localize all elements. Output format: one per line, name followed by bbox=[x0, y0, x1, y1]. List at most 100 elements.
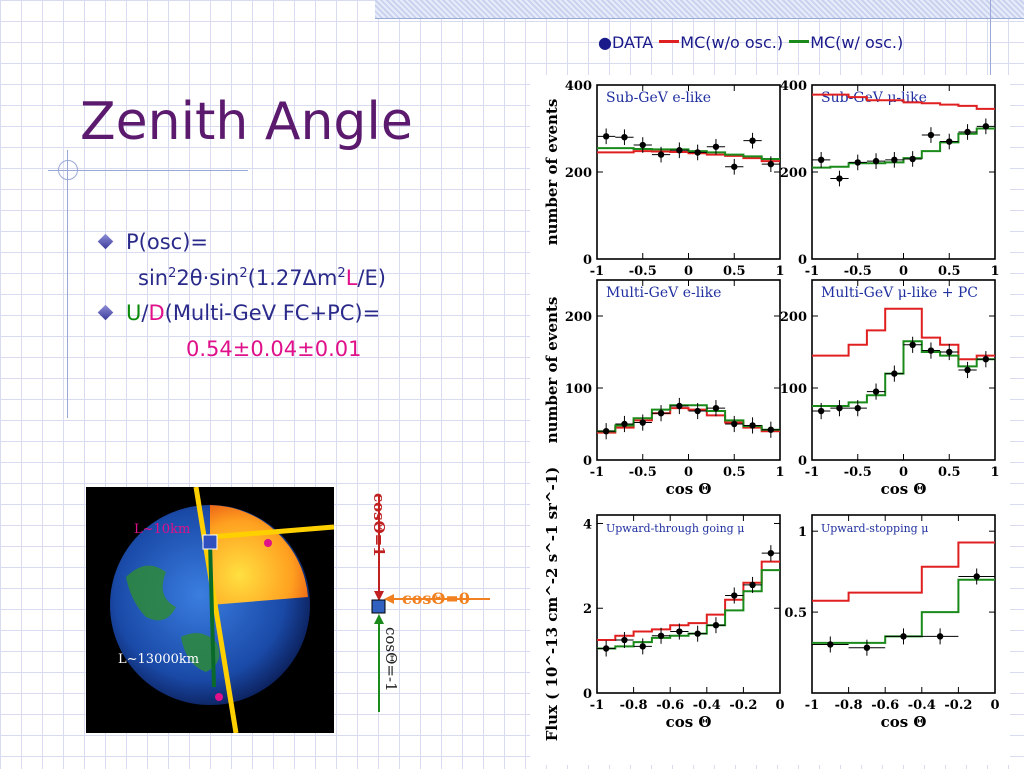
plot-frame bbox=[811, 84, 996, 260]
ratio-slash: / bbox=[141, 301, 149, 326]
x-tick-label: -0.5 bbox=[844, 264, 872, 279]
panel-title: Multi-GeV e-like bbox=[606, 285, 721, 301]
y-tick-label: 0 bbox=[798, 253, 807, 268]
panel-title: Sub-GeV e-like bbox=[606, 90, 711, 106]
data-point bbox=[964, 366, 971, 374]
x-axis-label: cos Θ bbox=[881, 480, 927, 498]
x-tick-label: 0.5 bbox=[938, 264, 961, 279]
formula-sup: 2 bbox=[168, 265, 177, 281]
data-marker-icon: ● bbox=[598, 33, 612, 52]
chart-panel: Sub-GeV e-like -1 -0.5 0 0.5 1 0 200 400 number o… bbox=[530, 75, 1010, 765]
x-tick-label: -1 bbox=[805, 698, 819, 713]
formula-line: sin22θ·sin2(1.27Δm2L/E) bbox=[98, 261, 386, 297]
data-point bbox=[694, 149, 701, 156]
bullet-item: P(osc)= bbox=[97, 225, 386, 261]
data-point bbox=[836, 175, 843, 182]
earth-figure: L~10km L~13000km bbox=[86, 487, 334, 733]
panel-title: Upward-stopping μ bbox=[821, 522, 928, 535]
x-axis-label: cos Θ bbox=[666, 480, 712, 498]
x-tick-label: 0.5 bbox=[938, 465, 961, 480]
mc-noosc-series bbox=[812, 307, 995, 361]
mc-noosc-series bbox=[812, 93, 995, 110]
data-point bbox=[817, 407, 825, 415]
detector-icon bbox=[202, 534, 218, 550]
x-tick-label: -0.5 bbox=[629, 264, 657, 279]
decor-line bbox=[48, 170, 248, 171]
x-tick-label: -0.6 bbox=[871, 698, 899, 713]
x-tick-label: 0 bbox=[899, 465, 908, 480]
plot-frame bbox=[596, 514, 781, 694]
cos-bottom-label: cosΘ=-1 bbox=[382, 627, 400, 692]
x-tick-label: -0.6 bbox=[656, 698, 684, 713]
x-tick-label: 1 bbox=[990, 264, 999, 279]
chart-2: Sub-GeV μ-like -1 -0.5 0 0.5 1 0 200 400 bbox=[780, 79, 1000, 279]
neutrino-path-vertical bbox=[193, 487, 239, 733]
data-point bbox=[621, 636, 628, 644]
ratio-D: D bbox=[148, 301, 165, 326]
y-axis-label: number of events bbox=[543, 99, 561, 246]
y-tick-label: 200 bbox=[780, 166, 807, 181]
x-tick-label: 1 bbox=[990, 465, 999, 480]
data-point bbox=[909, 155, 916, 163]
x-tick-label: -1 bbox=[590, 465, 604, 480]
cos-direction-svg: cosΘ=1 cosΘ=0 cosΘ=-1 bbox=[370, 493, 490, 712]
y-tick-label: 100 bbox=[780, 382, 807, 397]
plot-frame bbox=[811, 514, 996, 694]
data-point bbox=[602, 133, 610, 140]
y-tick-label: 100 bbox=[565, 382, 592, 397]
decor-circle bbox=[58, 160, 78, 180]
data-point bbox=[827, 641, 834, 648]
detector-icon bbox=[371, 599, 386, 614]
chart-5: Upward-through going μ -1 -0.8 -0.6 -0.4 -0.2… bbox=[543, 467, 785, 742]
cos-direction-diagram: cosΘ=1 cosΘ=0 cosΘ=-1 bbox=[350, 487, 500, 717]
bullet-item: U/D(Multi-GeV FC+PC)= bbox=[97, 296, 386, 332]
data-point bbox=[621, 134, 628, 141]
data-point bbox=[891, 370, 898, 377]
decor-line bbox=[67, 150, 68, 418]
cos-top-label: cosΘ=1 bbox=[370, 493, 388, 557]
mc-noosc-series bbox=[812, 541, 995, 602]
x-tick-label: -0.8 bbox=[835, 698, 863, 713]
data-point bbox=[863, 644, 871, 651]
chart-3: Multi-GeV e-like -1 -0.5 0 0.5 1 0 100 200 cos Θ n… bbox=[543, 279, 785, 498]
mc-osc-series bbox=[597, 569, 780, 650]
y-tick-label: 400 bbox=[780, 79, 807, 94]
x-tick-label: -0.5 bbox=[629, 465, 657, 480]
plot-frame bbox=[596, 84, 781, 260]
bullet-text: (Multi-GeV FC+PC)= bbox=[164, 301, 381, 326]
x-tick-label: 0 bbox=[899, 264, 908, 279]
exit-point-marker bbox=[215, 693, 223, 701]
legend-data-label: DATA bbox=[611, 33, 654, 52]
data-point bbox=[602, 645, 610, 652]
data-point bbox=[712, 143, 720, 150]
x-tick-label: -0.4 bbox=[693, 698, 721, 713]
y-tick-label: 200 bbox=[780, 310, 807, 325]
continent bbox=[181, 633, 220, 672]
formula-sup: 2 bbox=[239, 265, 248, 281]
mc-osc-series bbox=[597, 404, 780, 433]
diamond-bullet-icon bbox=[97, 233, 114, 250]
data-point bbox=[731, 592, 738, 599]
chord-line bbox=[208, 541, 216, 688]
side-arrow-head-icon bbox=[384, 594, 394, 604]
x-axis-label: cos Θ bbox=[881, 713, 927, 731]
legend-osc-label: MC(w/ osc.) bbox=[810, 33, 904, 52]
chart-legend: ●DATA MC(w/o osc.) MC(w/ osc.) bbox=[598, 33, 903, 52]
up-arrow-head-icon bbox=[374, 614, 384, 624]
data-point bbox=[909, 341, 916, 348]
slide-title: Zenith Angle bbox=[80, 92, 413, 152]
data-point bbox=[927, 131, 935, 139]
x-tick-label: 1 bbox=[775, 264, 784, 279]
data-point bbox=[639, 419, 646, 426]
diamond-bullet-icon bbox=[97, 305, 114, 321]
data-point bbox=[982, 123, 990, 130]
data-point bbox=[854, 404, 861, 412]
data-point bbox=[946, 138, 953, 145]
formula-part: (1.27Δm bbox=[247, 265, 338, 290]
y-tick-label: 200 bbox=[565, 166, 592, 181]
formula-L: L bbox=[345, 265, 358, 290]
x-tick-label: 0.5 bbox=[723, 264, 746, 279]
down-arrow-head-icon bbox=[374, 591, 384, 601]
data-point bbox=[657, 151, 665, 158]
